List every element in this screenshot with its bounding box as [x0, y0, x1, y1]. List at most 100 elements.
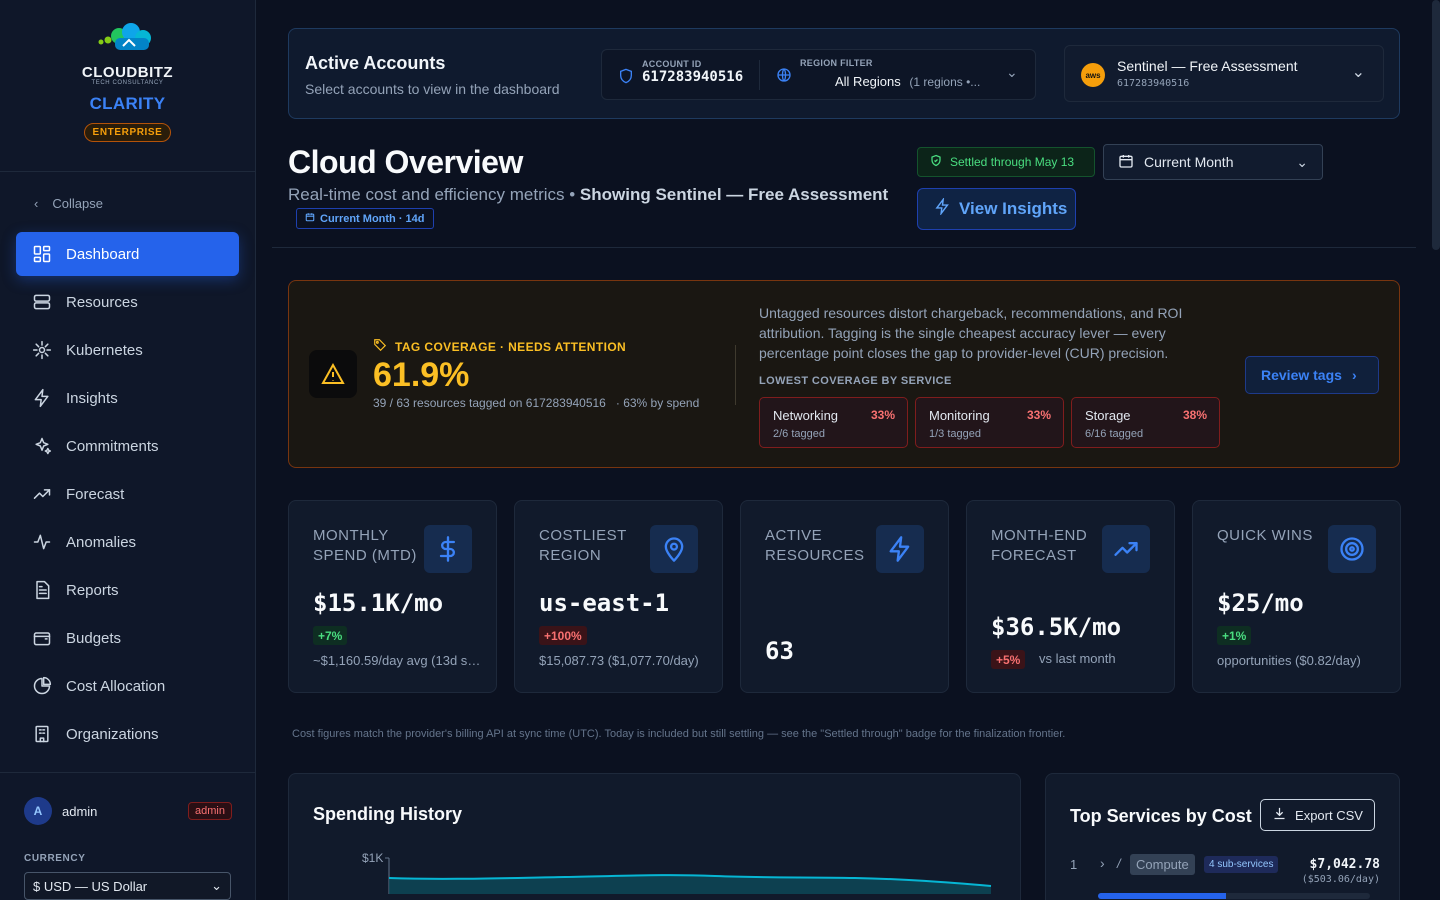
brand-name: CLOUDBITZ [81, 64, 174, 81]
kpi-footnote: opportunities ($0.82/day) [1217, 653, 1361, 668]
sidebar-item-label: Organizations [66, 725, 159, 743]
kpi-value: $25/mo [1217, 589, 1304, 617]
kpi-label: QUICK WINS [1217, 527, 1313, 544]
kpi-label: ACTIVE RESOURCES [765, 527, 865, 564]
tag-coverage-card: TAG COVERAGE · NEEDS ATTENTION 61.9% 39 … [288, 280, 1400, 468]
service-tagged: 2/6 tagged [773, 428, 825, 440]
service-chips: Networking 33% 2/6 tagged Monitoring 33%… [759, 397, 1220, 448]
chevron-left-icon: ‹ [34, 196, 39, 211]
spending-history-title: Spending History [313, 804, 463, 824]
scrollbar[interactable] [1432, 0, 1440, 250]
export-csv-button[interactable]: Export CSV [1260, 799, 1375, 831]
sidebar-item-label: Insights [66, 389, 118, 407]
tag-coverage-detail: 39 / 63 resources tagged on 617283940516… [373, 396, 700, 410]
accounts-subtitle: Select accounts to view in the dashboard [305, 81, 560, 97]
kpi-costliest-region[interactable]: COSTLIEST REGION us-east-1 +100% $15,087… [514, 500, 723, 693]
collapse-label: Collapse [52, 196, 103, 211]
avatar: A [24, 797, 52, 825]
period-select[interactable]: Current Month ⌄ [1103, 144, 1323, 180]
export-csv-label: Export CSV [1295, 807, 1363, 823]
service-name: Storage [1085, 408, 1131, 423]
kpi-delta: +7% [313, 626, 348, 645]
review-tags-button[interactable]: Review tags › [1245, 356, 1379, 394]
sidebar-item-budgets[interactable]: Budgets [16, 616, 239, 660]
kpi-delta: +1% [1217, 626, 1252, 645]
divider [735, 345, 736, 405]
kpi-value: us-east-1 [539, 589, 670, 617]
download-icon [1272, 806, 1287, 824]
report-icon [36, 580, 50, 600]
sidebar-item-resources[interactable]: Resources [16, 280, 239, 324]
main-content: Active Accounts Select accounts to view … [256, 0, 1440, 900]
page-title: Cloud Overview [288, 144, 523, 180]
user-row[interactable]: A admin admin [0, 773, 256, 825]
table-row[interactable]: 1 › / Compute 4 sub-services $7,042.78 (… [1070, 854, 1380, 894]
y-axis-tick: $1K [362, 851, 384, 865]
role-badge: admin [188, 802, 232, 820]
server-icon [33, 294, 51, 310]
cost-share-bar [1098, 893, 1370, 899]
sidebar-item-kubernetes[interactable]: Kubernetes [16, 328, 239, 372]
cost-disclaimer: Cost figures match the provider's billin… [292, 728, 1066, 740]
sidebar: CLOUDBITZ TECH CONSULTANCY CLARITY ENTER… [0, 0, 256, 900]
collapse-button[interactable]: ‹ Collapse [34, 196, 103, 211]
sidebar-item-label: Anomalies [66, 533, 137, 551]
globe-icon [776, 67, 792, 88]
currency-select[interactable]: $ USD — US Dollar ⌄ [24, 872, 231, 900]
kpi-quick-wins[interactable]: QUICK WINS $25/mo +1% opportunities ($0.… [1192, 500, 1401, 693]
region-count: (1 regions •... [909, 75, 981, 89]
service-chip-monitoring[interactable]: Monitoring 33% 1/3 tagged [915, 397, 1064, 448]
sparkles-icon [35, 437, 52, 455]
service-chip-networking[interactable]: Networking 33% 2/6 tagged [759, 397, 908, 448]
tag-coverage-heading-label: TAG COVERAGE · NEEDS ATTENTION [395, 339, 627, 354]
sidebar-item-forecast[interactable]: Forecast [16, 472, 239, 516]
lowest-coverage-label: LOWEST COVERAGE BY SERVICE [759, 375, 952, 387]
sidebar-item-dashboard[interactable]: Dashboard [16, 232, 239, 276]
service-percent: 33% [870, 408, 895, 422]
chevron-right-icon[interactable]: › [1100, 855, 1105, 871]
chevron-down-icon: ⌄ [211, 878, 222, 893]
chevron-down-icon: ⌄ [1296, 153, 1308, 170]
top-services-card: Top Services by Cost Export CSV 1 › / Co… [1045, 773, 1400, 900]
accounts-title: Active Accounts [305, 53, 446, 73]
kpi-footnote: ~$1,160.59/day avg (13d se... [313, 653, 483, 668]
sidebar-item-label: Resources [66, 293, 138, 311]
bolt-icon [934, 196, 951, 220]
period-tag: Current Month · 14d [296, 208, 434, 229]
building-icon [35, 725, 49, 743]
region-filter[interactable]: REGION FILTER All Regions (1 regions •..… [774, 50, 1034, 99]
organization-select[interactable]: aws Sentinel — Free Assessment 617283940… [1064, 45, 1384, 102]
sidebar-item-anomalies[interactable]: Anomalies [16, 520, 239, 564]
view-insights-button[interactable]: View Insights [917, 188, 1076, 230]
calendar-icon [1118, 153, 1134, 172]
sidebar-item-insights[interactable]: Insights [16, 376, 239, 420]
warning-icon [309, 350, 357, 398]
view-insights-label: View Insights [959, 199, 1068, 218]
sidebar-item-commitments[interactable]: Commitments [16, 424, 239, 468]
kpi-label: MONTH-END FORECAST [991, 527, 1088, 564]
kpi-active-resources[interactable]: ACTIVE RESOURCES 63 [740, 500, 949, 693]
settled-label: Settled through May 13 [950, 155, 1075, 169]
service-cost: $7,042.78 [1309, 857, 1380, 872]
kpi-month-end-forecast[interactable]: MONTH-END FORECAST $36.5K/mo +5% vs last… [966, 500, 1175, 693]
sidebar-item-organizations[interactable]: Organizations [16, 712, 239, 756]
org-id: 617283940516 [1117, 78, 1190, 89]
kpi-value: $15.1K/mo [313, 589, 444, 617]
account-id-value: 617283940516 [642, 69, 744, 85]
sidebar-item-label: Cost Allocation [66, 677, 166, 695]
account-region-box: ACCOUNT ID 617283940516 REGION FILTER Al… [601, 49, 1036, 100]
kpi-monthly-spend[interactable]: MONTHLY SPEND (MTD) $15.1K/mo +7% ~$1,16… [288, 500, 497, 693]
service-name: Monitoring [929, 408, 990, 423]
service-tagged: 6/16 tagged [1085, 428, 1144, 440]
tag-coverage-percent: 61.9% [373, 356, 470, 394]
tier-badge: ENTERPRISE [83, 123, 172, 142]
sidebar-item-reports[interactable]: Reports [16, 568, 239, 612]
service-chip-storage[interactable]: Storage 38% 6/16 tagged [1071, 397, 1220, 448]
tag-coverage-heading: TAG COVERAGE · NEEDS ATTENTION [373, 338, 626, 355]
dollar-icon [424, 525, 472, 573]
shield-icon [618, 67, 634, 90]
header-divider [272, 247, 1416, 248]
kpi-delta: +5% [991, 650, 1026, 669]
sidebar-item-cost-allocation[interactable]: Cost Allocation [16, 664, 239, 708]
kpi-label: COSTLIEST REGION [539, 527, 627, 564]
